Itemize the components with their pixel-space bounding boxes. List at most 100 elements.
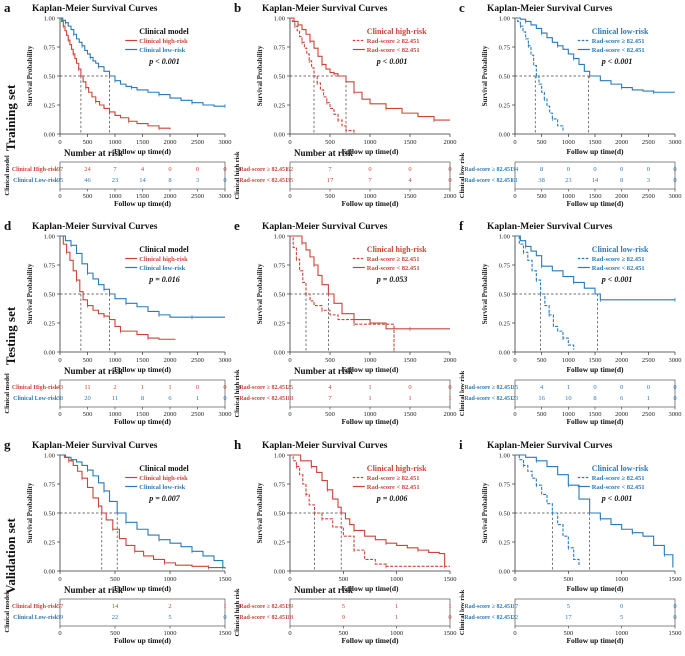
y-tick-label: 0.75	[274, 482, 285, 489]
y-tick-label: 0.50	[274, 74, 285, 81]
y-tick-label: 1.00	[499, 453, 510, 460]
risk-x-tick-label: 2000	[444, 193, 457, 200]
risk-table-value: 0	[673, 384, 676, 391]
risk-x-tick-label: 1000	[562, 411, 575, 418]
y-tick-label: 0.75	[499, 45, 510, 52]
risk-x-tick-label: 1000	[109, 193, 122, 200]
y-tick-label: 0.50	[44, 292, 55, 299]
risk-table-value: 39	[57, 614, 64, 621]
risk-table-value: 0	[647, 166, 650, 173]
survival-curve-2	[515, 17, 675, 93]
risk-table-ylabel: Clinical low risk	[459, 589, 466, 635]
risk-table-value: 0	[673, 603, 676, 610]
risk-table-value: 8	[141, 395, 144, 402]
y-tick-label: 0.50	[274, 292, 285, 299]
x-tick-label: 1000	[562, 357, 575, 364]
risk-x-tick-label: 0	[513, 630, 516, 637]
risk-table-value: 7	[368, 177, 372, 184]
risk-table-value: 0	[223, 177, 226, 184]
chart-title: Kaplan-Meier Survival Curves	[262, 441, 388, 451]
risk-table-value: 0	[620, 603, 623, 610]
risk-x-tick-label: 500	[537, 411, 547, 418]
legend-entry: Rad-score < 82.451	[592, 265, 645, 272]
risk-table-ylabel: Clinical high risk	[234, 588, 241, 636]
risk-table-value: 18	[287, 395, 294, 402]
risk-x-tick-label: 2000	[164, 411, 177, 418]
panel-letter: d	[4, 218, 12, 233]
y-axis-label: Survival Probability	[481, 45, 489, 106]
risk-table-value: 0	[673, 614, 676, 621]
y-tick-label: 1.00	[499, 234, 510, 241]
risk-table-value: 6	[620, 395, 624, 402]
y-axis-label: Survival Probability	[26, 263, 34, 324]
y-tick-label: 0.75	[44, 45, 55, 52]
risk-table-value: 0	[223, 395, 226, 402]
risk-table-value: 95	[57, 177, 64, 184]
y-tick-label: 0.25	[274, 103, 285, 110]
x-tick-label: 0	[513, 139, 516, 146]
risk-table-value: 0	[673, 395, 676, 402]
risk-table-value: 7	[328, 395, 332, 402]
risk-table-value: 4	[328, 384, 332, 391]
x-axis-label: Follow up time(d)	[566, 365, 624, 374]
x-tick-label: 2000	[164, 357, 177, 364]
risk-x-tick-label: 3000	[219, 411, 232, 418]
risk-x-tick-label: 1500	[589, 193, 602, 200]
x-tick-label: 1000	[562, 139, 575, 146]
panel-c: c Kaplan-Meier Survival Curves 0.00 0.25 0.5…	[455, 0, 685, 216]
chart-title: Kaplan-Meier Survival Curves	[487, 4, 613, 14]
x-tick-label: 1000	[390, 576, 403, 583]
risk-table-value: 61	[512, 177, 519, 184]
y-tick-label: 0.25	[499, 540, 510, 547]
y-axis-label: Survival Probability	[26, 482, 34, 543]
y-axis-label: Survival Probability	[256, 263, 264, 324]
y-tick-label: 0.75	[274, 45, 285, 52]
y-tick-label: 0.50	[274, 511, 285, 518]
risk-table-value: 0	[448, 166, 451, 173]
legend-entry: Clinical low-risk	[139, 47, 185, 54]
x-tick-label: 0	[58, 357, 61, 364]
risk-table-value: 34	[512, 166, 519, 173]
x-tick-label: 500	[325, 357, 335, 364]
risk-table-title: Number at risk	[294, 585, 353, 595]
legend-entry: Rad-score ≥ 82.451	[592, 256, 645, 263]
km-chart-a: a Kaplan-Meier Survival Curves 0.00 0.25 0.5…	[4, 0, 232, 208]
y-tick-label: 0.50	[499, 292, 510, 299]
risk-x-tick-label: 2000	[444, 411, 457, 418]
risk-table-value: 46	[84, 177, 91, 184]
survival-curve-2	[515, 454, 674, 568]
risk-table-box	[514, 598, 676, 627]
risk-table-box	[289, 598, 451, 627]
risk-table-value: 0	[647, 384, 650, 391]
x-tick-label: 3000	[219, 357, 232, 364]
x-tick-label: 500	[537, 357, 547, 364]
y-tick-label: 1.00	[274, 453, 285, 460]
risk-table-title: Number at risk	[294, 366, 353, 376]
risk-table-value: 1	[223, 603, 226, 610]
km-chart-d: d Kaplan-Meier Survival Curves 0.00 0.25 0.5…	[4, 218, 232, 426]
risk-x-tick-label: 500	[325, 193, 335, 200]
risk-table-value: 62	[287, 166, 294, 173]
survival-curve-2	[290, 235, 450, 330]
legend-title: Clinical high-risk	[367, 464, 427, 473]
risk-table-row-label: Rad-score < 82.451	[239, 396, 288, 402]
risk-x-tick-label: 1000	[109, 411, 122, 418]
p-value-label: p = 0.016	[148, 275, 180, 284]
risk-table-value: 57	[57, 603, 64, 610]
x-tick-label: 1500	[589, 357, 602, 364]
chart-title: Kaplan-Meier Survival Curves	[487, 222, 613, 232]
risk-table-value: 23	[112, 177, 119, 184]
x-tick-label: 2000	[444, 139, 457, 146]
risk-table-value: 0	[673, 166, 676, 173]
risk-table-ylabel: Clinical high risk	[234, 151, 241, 199]
risk-table-value: 17	[327, 177, 334, 184]
risk-x-tick-label: 0	[288, 411, 291, 418]
legend-entry: Rad-score ≥ 82.451	[592, 475, 645, 482]
panel-letter: b	[234, 0, 241, 15]
chart-title: Kaplan-Meier Survival Curves	[262, 4, 388, 14]
risk-table-value: 1	[368, 395, 371, 402]
x-axis-label: Follow up time(d)	[114, 147, 172, 156]
risk-table-row-label: Rad-score ≥ 82.451	[239, 604, 288, 610]
legend-entry: Clinical low-risk	[139, 265, 185, 272]
risk-table-value: 14	[112, 603, 119, 610]
